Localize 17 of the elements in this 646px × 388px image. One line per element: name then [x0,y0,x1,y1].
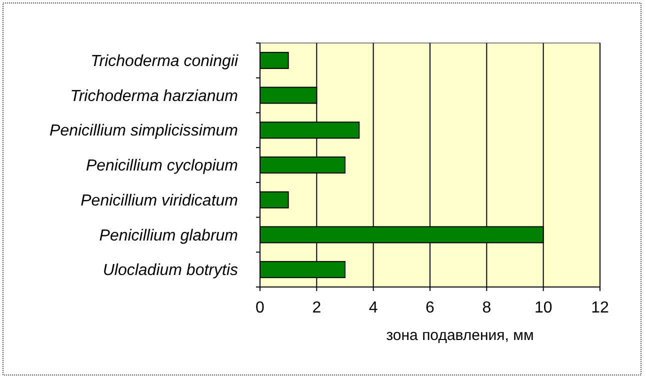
x-tick-label: 12 [591,299,609,316]
x-tick-label: 4 [368,299,378,316]
x-axis-title: зона подавления, мм [386,327,534,344]
x-tick-label: 10 [534,299,552,316]
y-tick-label: Penicillium glabrum [99,227,238,244]
y-tick-label: Ulocladium botrytis [102,262,238,280]
y-tick-label: Penicillium cyclopium [86,158,238,175]
x-tick-label: 6 [426,299,435,316]
y-tick-label: Trichoderma coningii [90,53,238,70]
x-tick-label: 2 [312,299,322,316]
y-tick-label: Penicillium viridicatum [80,192,238,210]
bar [260,191,289,208]
bar [260,52,289,69]
x-tick-label: 8 [482,299,492,316]
x-tick-label: 0 [256,299,265,316]
y-tick-label: Trichoderma harzianum [70,88,238,105]
y-tick-label: Penicillium simplicissimum [50,122,238,140]
